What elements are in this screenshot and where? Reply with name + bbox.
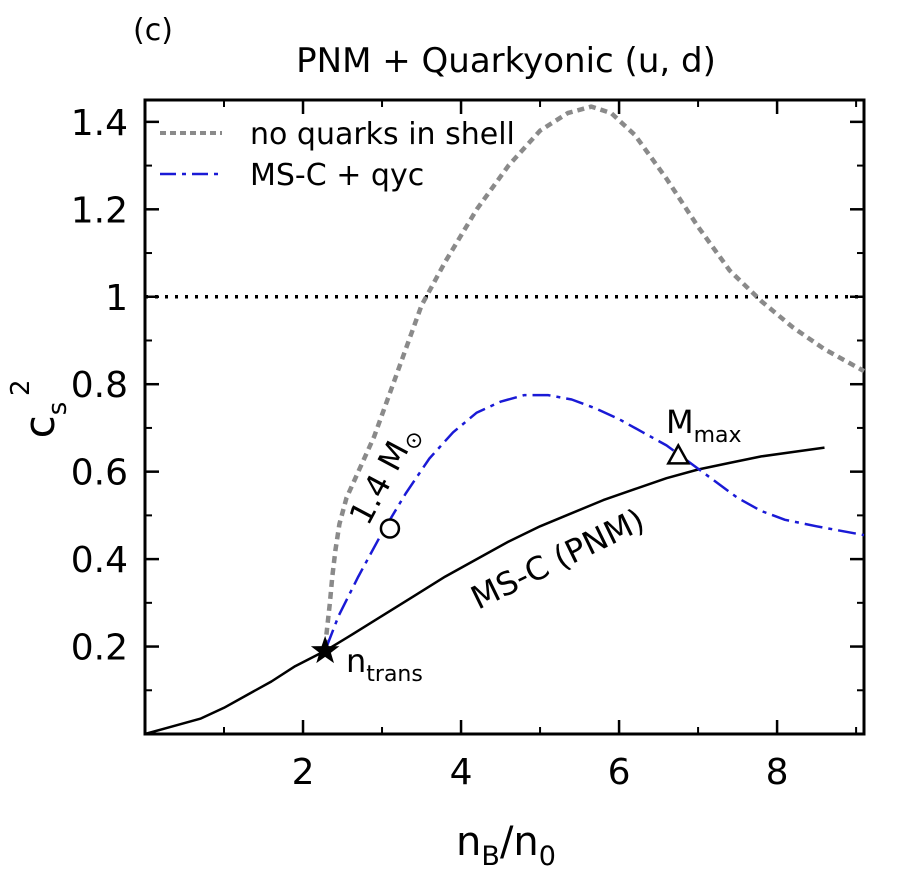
x-axis-ticks: 2 4 6 8 [223, 100, 858, 793]
plot-frame [143, 98, 866, 736]
series-line-no-quarks-in-shell [322, 104, 866, 647]
marker-layer [310, 442, 691, 664]
chart-title: PNM + Quarkyonic (u, d) [296, 41, 716, 81]
legend-label-msc-qyc: MS-C + qyc [250, 158, 424, 193]
y-axis-title-sup: 2 [6, 379, 36, 396]
y-tick-label: 1 [105, 278, 128, 319]
y-tick-label: 0.4 [71, 540, 128, 581]
mmax-triangle-marker [666, 442, 691, 465]
x-tick-label: 2 [292, 752, 315, 793]
legend: no quarks in shell MS-C + qyc [160, 117, 515, 193]
series-line-ms-c-qyc [325, 393, 865, 648]
ntrans-label: ntrans [346, 642, 423, 687]
y-tick-label: 0.6 [71, 453, 128, 494]
series-layer [144, 104, 866, 736]
y-tick-label: 0.8 [71, 365, 128, 406]
series-line-ms-c-pnm- [144, 446, 825, 736]
x-tick-label: 8 [766, 752, 789, 793]
x-tick-label: 6 [608, 752, 631, 793]
y-axis-ticks: 0.2 0.4 0.6 0.8 1 1.2 1.4 [71, 103, 864, 692]
x-axis-title: nB/n0 [456, 819, 556, 872]
legend-label-no-quarks: no quarks in shell [250, 117, 515, 152]
y-axis-title: cs [15, 402, 73, 439]
plot-area: 2 4 6 8 0.2 0.4 0.6 0.8 1 1.2 1.4 [71, 98, 866, 793]
ntrans-star-marker [310, 635, 340, 664]
solar-mass-circle-marker [379, 518, 401, 539]
panel-label: (c) [133, 13, 173, 48]
y-tick-label: 1.2 [71, 190, 128, 231]
mmax-label: Mmax [666, 403, 742, 448]
y-tick-label: 0.2 [71, 628, 128, 669]
y-tick-label: 1.4 [71, 103, 128, 144]
x-tick-label: 4 [450, 752, 473, 793]
